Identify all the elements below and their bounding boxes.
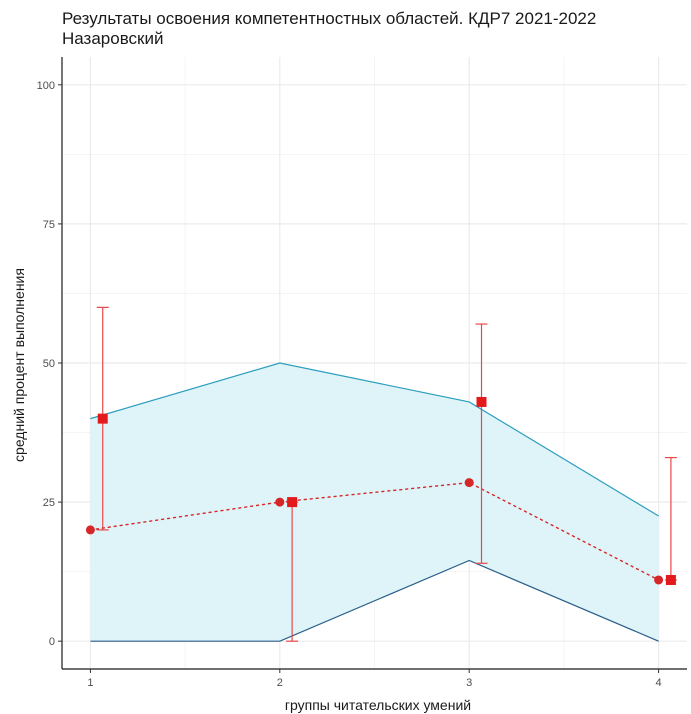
chart-title: Результаты освоения компетентностных обл… (62, 9, 597, 48)
band-upper-line (90, 362, 659, 517)
range-band (90, 362, 659, 642)
y-tick-label: 50 (43, 358, 55, 370)
series-layer (85, 306, 677, 642)
y-axis-title: средний процент выполнения (11, 268, 27, 462)
x-tick-label: 4 (656, 677, 662, 689)
data-point-circle (85, 525, 95, 535)
band-lower-line (90, 559, 659, 642)
y-tick-label: 75 (43, 219, 55, 231)
data-point-square (287, 497, 298, 508)
data-point-circle (654, 575, 664, 585)
y-tick-label: 100 (37, 80, 55, 92)
band-area (90, 363, 659, 642)
series-dotted-line (89, 481, 660, 581)
data-point-square (476, 396, 487, 407)
x-tick-label: 3 (466, 677, 472, 689)
axes: 0 25 50 75 100 1 2 3 4 (37, 57, 687, 689)
data-point-square (665, 574, 676, 585)
x-axis-title: группы читательских умений (285, 697, 471, 713)
x-tick-label: 1 (87, 677, 93, 689)
data-point-circle (464, 478, 474, 488)
data-point-circle (275, 497, 285, 507)
data-point-square (97, 413, 108, 424)
y-tick-label: 25 (43, 497, 55, 509)
x-tick-label: 2 (277, 677, 283, 689)
y-tick-label: 0 (49, 636, 55, 648)
